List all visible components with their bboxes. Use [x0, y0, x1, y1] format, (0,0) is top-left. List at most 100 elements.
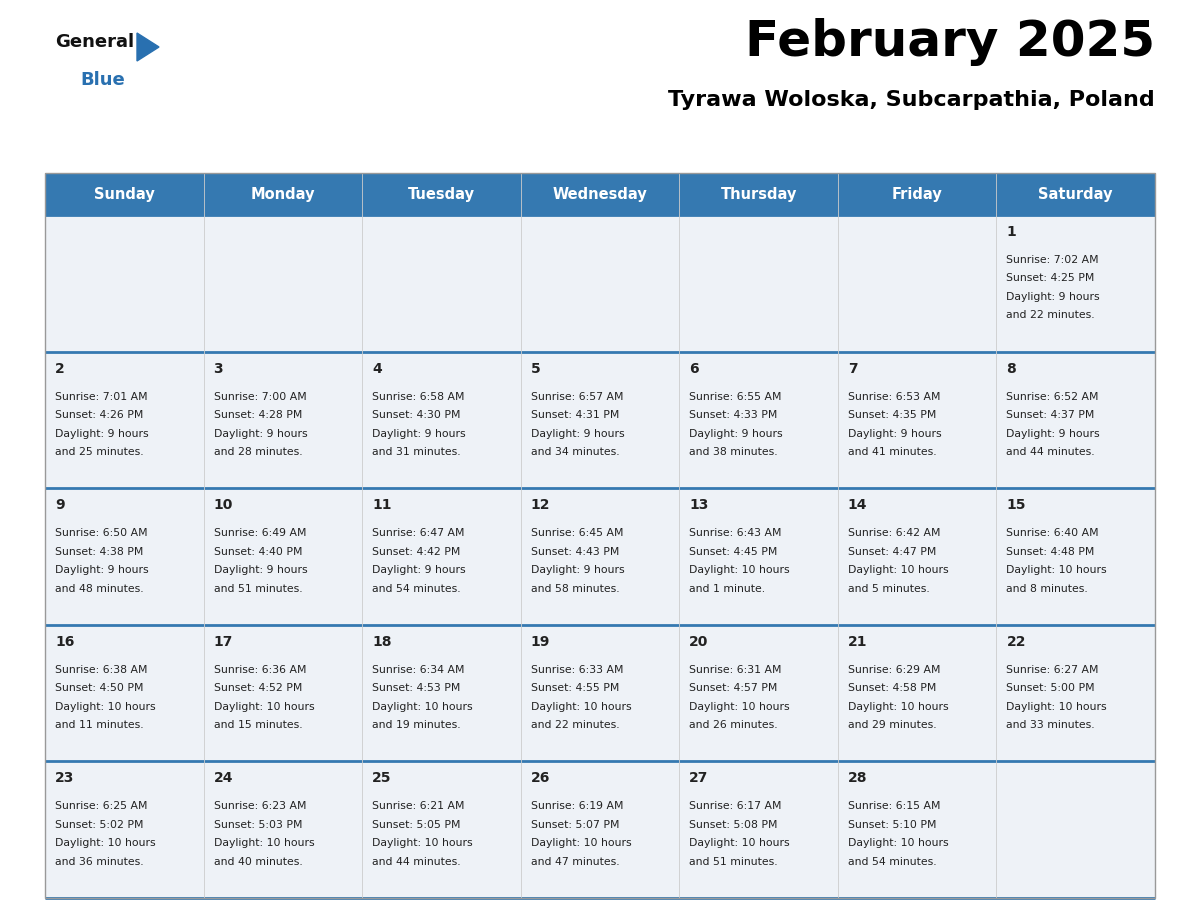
- Text: and 34 minutes.: and 34 minutes.: [531, 447, 619, 457]
- Text: Daylight: 10 hours: Daylight: 10 hours: [372, 838, 473, 848]
- Text: Sunset: 4:25 PM: Sunset: 4:25 PM: [1006, 274, 1095, 284]
- Text: and 44 minutes.: and 44 minutes.: [1006, 447, 1095, 457]
- Text: Monday: Monday: [251, 186, 315, 201]
- Text: and 5 minutes.: and 5 minutes.: [848, 584, 929, 594]
- Text: Sunrise: 6:21 AM: Sunrise: 6:21 AM: [372, 801, 465, 812]
- Text: Thursday: Thursday: [720, 186, 797, 201]
- Text: Saturday: Saturday: [1038, 186, 1113, 201]
- Text: Daylight: 10 hours: Daylight: 10 hours: [55, 838, 156, 848]
- Text: 26: 26: [531, 771, 550, 786]
- Text: Daylight: 9 hours: Daylight: 9 hours: [689, 429, 783, 439]
- Text: Sunrise: 6:49 AM: Sunrise: 6:49 AM: [214, 528, 307, 538]
- Text: 28: 28: [848, 771, 867, 786]
- Text: and 26 minutes.: and 26 minutes.: [689, 721, 778, 731]
- Bar: [362, 215, 520, 352]
- Text: Daylight: 9 hours: Daylight: 9 hours: [214, 429, 308, 439]
- Text: Sunrise: 6:55 AM: Sunrise: 6:55 AM: [689, 392, 782, 401]
- Text: Sunset: 4:52 PM: Sunset: 4:52 PM: [214, 683, 302, 693]
- Bar: [203, 215, 362, 352]
- Text: Sunset: 4:37 PM: Sunset: 4:37 PM: [1006, 410, 1095, 420]
- Text: Sunrise: 6:34 AM: Sunrise: 6:34 AM: [372, 665, 465, 675]
- Text: 17: 17: [214, 635, 233, 649]
- Text: Tuesday: Tuesday: [407, 186, 475, 201]
- Text: General: General: [55, 33, 134, 51]
- Text: 16: 16: [55, 635, 75, 649]
- Text: Daylight: 9 hours: Daylight: 9 hours: [372, 429, 466, 439]
- Text: Daylight: 9 hours: Daylight: 9 hours: [55, 429, 148, 439]
- Text: and 19 minutes.: and 19 minutes.: [372, 721, 461, 731]
- Text: Daylight: 10 hours: Daylight: 10 hours: [214, 701, 314, 711]
- Text: 22: 22: [1006, 635, 1026, 649]
- Text: and 44 minutes.: and 44 minutes.: [372, 856, 461, 867]
- Bar: [997, 488, 1155, 625]
- Text: Sunrise: 6:27 AM: Sunrise: 6:27 AM: [1006, 665, 1099, 675]
- Text: Sunrise: 7:02 AM: Sunrise: 7:02 AM: [1006, 255, 1099, 265]
- Text: 8: 8: [1006, 362, 1016, 375]
- Text: and 31 minutes.: and 31 minutes.: [372, 447, 461, 457]
- Text: Sunset: 5:10 PM: Sunset: 5:10 PM: [848, 820, 936, 830]
- Text: Sunrise: 7:01 AM: Sunrise: 7:01 AM: [55, 392, 147, 401]
- Bar: [203, 352, 362, 488]
- Text: Sunset: 4:33 PM: Sunset: 4:33 PM: [689, 410, 778, 420]
- Bar: [680, 215, 838, 352]
- Text: 1: 1: [1006, 225, 1016, 239]
- Text: 20: 20: [689, 635, 709, 649]
- Text: Sunrise: 6:23 AM: Sunrise: 6:23 AM: [214, 801, 307, 812]
- Text: and 15 minutes.: and 15 minutes.: [214, 721, 302, 731]
- Bar: [680, 761, 838, 898]
- Text: 6: 6: [689, 362, 699, 375]
- Bar: [838, 352, 997, 488]
- Text: Blue: Blue: [80, 71, 125, 89]
- Bar: [45, 625, 203, 761]
- Bar: [203, 625, 362, 761]
- Text: and 40 minutes.: and 40 minutes.: [214, 856, 302, 867]
- Text: Sunrise: 6:42 AM: Sunrise: 6:42 AM: [848, 528, 941, 538]
- Text: and 51 minutes.: and 51 minutes.: [214, 584, 302, 594]
- Bar: [997, 625, 1155, 761]
- Text: Sunrise: 6:33 AM: Sunrise: 6:33 AM: [531, 665, 624, 675]
- Text: 2: 2: [55, 362, 65, 375]
- Bar: [45, 352, 203, 488]
- Bar: [838, 488, 997, 625]
- Text: 13: 13: [689, 498, 709, 512]
- Text: and 48 minutes.: and 48 minutes.: [55, 584, 144, 594]
- Bar: [362, 761, 520, 898]
- Bar: [838, 761, 997, 898]
- Text: Daylight: 9 hours: Daylight: 9 hours: [848, 429, 941, 439]
- Text: 15: 15: [1006, 498, 1026, 512]
- Text: Sunrise: 6:15 AM: Sunrise: 6:15 AM: [848, 801, 941, 812]
- Bar: [997, 215, 1155, 352]
- Text: Sunset: 4:26 PM: Sunset: 4:26 PM: [55, 410, 144, 420]
- Text: and 41 minutes.: and 41 minutes.: [848, 447, 936, 457]
- Text: and 25 minutes.: and 25 minutes.: [55, 447, 144, 457]
- Text: Sunset: 5:07 PM: Sunset: 5:07 PM: [531, 820, 619, 830]
- Bar: [997, 761, 1155, 898]
- Text: and 36 minutes.: and 36 minutes.: [55, 856, 144, 867]
- Bar: [45, 173, 1155, 215]
- Text: 12: 12: [531, 498, 550, 512]
- Text: Sunset: 4:42 PM: Sunset: 4:42 PM: [372, 547, 461, 556]
- Text: Sunrise: 6:52 AM: Sunrise: 6:52 AM: [1006, 392, 1099, 401]
- Text: 24: 24: [214, 771, 233, 786]
- Text: Daylight: 10 hours: Daylight: 10 hours: [1006, 701, 1107, 711]
- Text: Daylight: 10 hours: Daylight: 10 hours: [55, 701, 156, 711]
- Text: and 29 minutes.: and 29 minutes.: [848, 721, 936, 731]
- Text: Daylight: 10 hours: Daylight: 10 hours: [848, 838, 948, 848]
- Text: Sunrise: 6:57 AM: Sunrise: 6:57 AM: [531, 392, 624, 401]
- Polygon shape: [137, 33, 159, 61]
- Text: Friday: Friday: [892, 186, 942, 201]
- Text: Sunset: 4:50 PM: Sunset: 4:50 PM: [55, 683, 144, 693]
- Text: Sunset: 4:45 PM: Sunset: 4:45 PM: [689, 547, 778, 556]
- Text: and 22 minutes.: and 22 minutes.: [1006, 310, 1095, 320]
- Bar: [362, 352, 520, 488]
- Text: Sunset: 4:57 PM: Sunset: 4:57 PM: [689, 683, 778, 693]
- Text: Sunrise: 6:29 AM: Sunrise: 6:29 AM: [848, 665, 941, 675]
- Text: Daylight: 9 hours: Daylight: 9 hours: [55, 565, 148, 576]
- Text: and 11 minutes.: and 11 minutes.: [55, 721, 144, 731]
- Text: Sunrise: 6:31 AM: Sunrise: 6:31 AM: [689, 665, 782, 675]
- Bar: [838, 215, 997, 352]
- Text: and 47 minutes.: and 47 minutes.: [531, 856, 619, 867]
- Text: Sunrise: 6:47 AM: Sunrise: 6:47 AM: [372, 528, 465, 538]
- Text: Sunrise: 6:40 AM: Sunrise: 6:40 AM: [1006, 528, 1099, 538]
- Text: Daylight: 10 hours: Daylight: 10 hours: [689, 838, 790, 848]
